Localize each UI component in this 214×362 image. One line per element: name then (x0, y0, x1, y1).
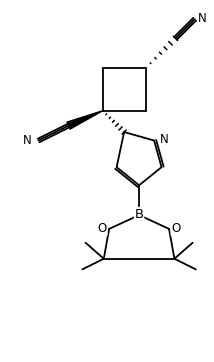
Text: N: N (159, 133, 168, 146)
Text: N: N (198, 12, 207, 25)
Text: O: O (98, 222, 107, 235)
Text: B: B (135, 207, 144, 220)
Text: N: N (22, 134, 31, 147)
Text: O: O (171, 222, 180, 235)
Polygon shape (67, 111, 103, 129)
